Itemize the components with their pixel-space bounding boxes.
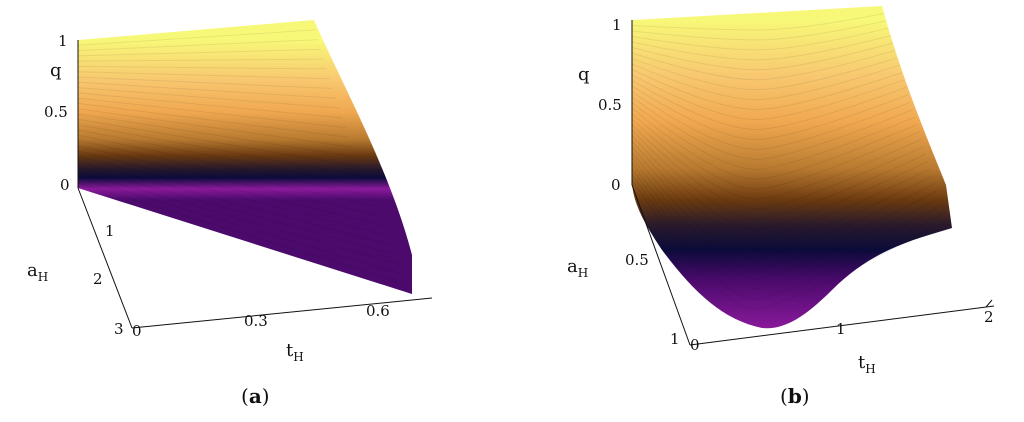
contour-band [631,69,902,111]
y-axis-a [77,187,133,329]
contour-band [631,85,909,140]
y-tick-2-a: 2 [93,270,103,288]
contour-band [631,27,889,51]
contour-band [77,39,319,52]
contour-band [631,20,887,41]
contour-band [77,145,380,217]
contour-band [77,155,388,236]
y-axis-b [631,184,691,346]
contour-band [77,129,368,187]
z-tick-1-a: 1 [58,32,68,50]
z-tick-05-b: 0.5 [598,96,622,114]
contour-band [77,87,340,109]
contour-band [631,118,922,200]
contour-band [631,74,905,121]
surface-plot-b: 1 0.5 0 q 0.5 1 aH 0 1 2 tH [567,6,995,376]
contour-band [631,102,916,170]
y-tick-1-b: 1 [670,330,680,348]
contour-band [77,113,357,158]
surface-plot-a: 1 0.5 0 q 1 2 3 aH 0 0.3 0.6 tH [27,20,433,364]
contour-band [631,91,911,150]
contour-band [631,49,896,81]
x-tick-2-b: 2 [984,308,994,326]
contour-band [77,150,384,226]
caption-a: (a) [241,384,270,408]
contour-band [77,139,376,207]
contour-band [631,135,929,230]
contour-band [77,71,330,80]
contour-band [77,58,324,62]
contour-band [77,65,327,70]
z-tick-0-a: 0 [60,176,70,194]
contour-band [631,57,898,91]
x-label-a: tH [286,340,304,364]
band-lines-a [77,29,408,285]
z-tick-1-b: 1 [612,16,622,34]
contour-band [77,97,346,129]
x-label-b: tH [858,352,876,376]
contour-band [77,182,408,285]
contour-band [631,124,925,210]
contour-band [77,161,392,246]
band-lines-b [631,12,947,310]
contour-band [631,12,885,31]
caption-b: (b) [780,384,810,408]
contour-band [631,140,931,240]
y-label-a: aH [27,260,48,284]
surface-b [632,6,952,329]
contour-band [631,113,920,190]
contour-band [77,81,336,99]
contour-band [631,179,947,310]
z-label-a: q [50,60,62,81]
x-tick-0-a: 0 [132,322,142,340]
y-label-b: aH [567,256,588,280]
y-tick-05-b: 0.5 [625,251,649,269]
contour-band [77,166,396,256]
contour-band [77,92,343,119]
contour-band [77,171,400,266]
panel-b: 1 0.5 0 q 0.5 1 aH 0 1 2 tH (b) [512,0,1024,422]
x-axis-a [131,297,433,329]
contour-band [631,162,940,280]
contour-band [77,76,333,89]
contour-band [77,124,365,178]
x-tick-06-a: 0.6 [366,302,390,320]
contour-band [631,80,907,130]
contour-band [631,129,927,220]
contour-band [631,107,918,180]
contour-band [77,48,321,57]
contour-band [77,134,372,197]
contour-band [631,173,944,300]
contour-band [631,63,900,101]
surface-a [78,20,412,294]
contour-band [77,108,354,148]
y-tick-3-a: 3 [114,320,124,338]
x-tick-mark-2-b [985,299,993,308]
z-label-b: q [578,64,590,85]
panel-a: 1 0.5 0 q 1 2 3 aH 0 0.3 0.6 tH (a) [27,20,433,408]
contour-band [631,146,933,250]
contour-band [77,29,316,46]
x-tick-1-b: 1 [836,320,846,338]
contour-band [631,151,936,260]
contour-band [77,118,361,168]
x-axis-b [689,305,995,346]
contour-band [631,42,894,71]
y-tick-1-a: 1 [105,222,115,240]
contour-band [631,168,942,290]
contour-band [631,96,913,160]
x-tick-0-b: 0 [690,336,700,354]
z-tick-0-b: 0 [611,176,621,194]
contour-band [77,102,350,138]
contour-band [77,176,404,275]
z-tick-05-a: 0.5 [44,103,68,121]
contour-band [631,35,891,61]
contour-band [631,157,938,270]
x-tick-03-a: 0.3 [244,312,268,330]
